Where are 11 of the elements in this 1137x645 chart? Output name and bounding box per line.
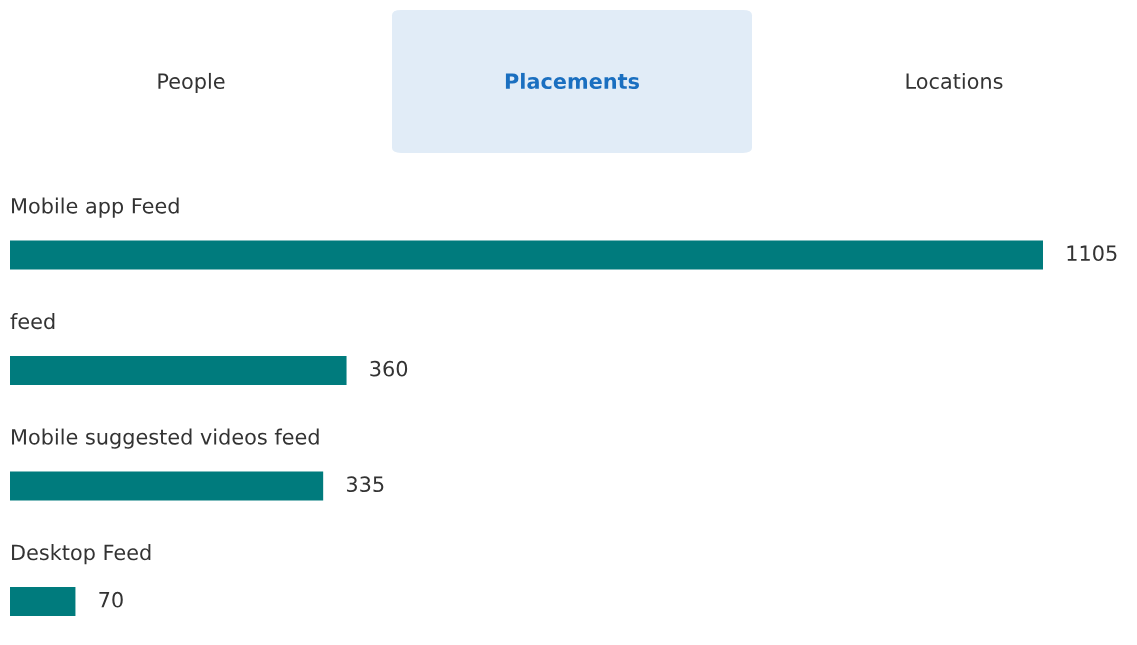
- y-tick-label: Mobile app Feed: [12, 197, 179, 218]
- data-label: 335: [346, 476, 384, 493]
- y-tick-label: Desktop Feed: [12, 544, 151, 565]
- data-label: 360: [370, 360, 408, 377]
- data-label: 70: [99, 591, 123, 608]
- text: Locations: [906, 72, 1003, 90]
- y-tick-label: feed: [10, 313, 55, 330]
- chart-title: Placements: [505, 72, 639, 90]
- text: People: [158, 72, 225, 94]
- data-label: 1105: [1067, 245, 1117, 262]
- y-tick-label: Mobile suggested videos feed: [12, 428, 319, 449]
